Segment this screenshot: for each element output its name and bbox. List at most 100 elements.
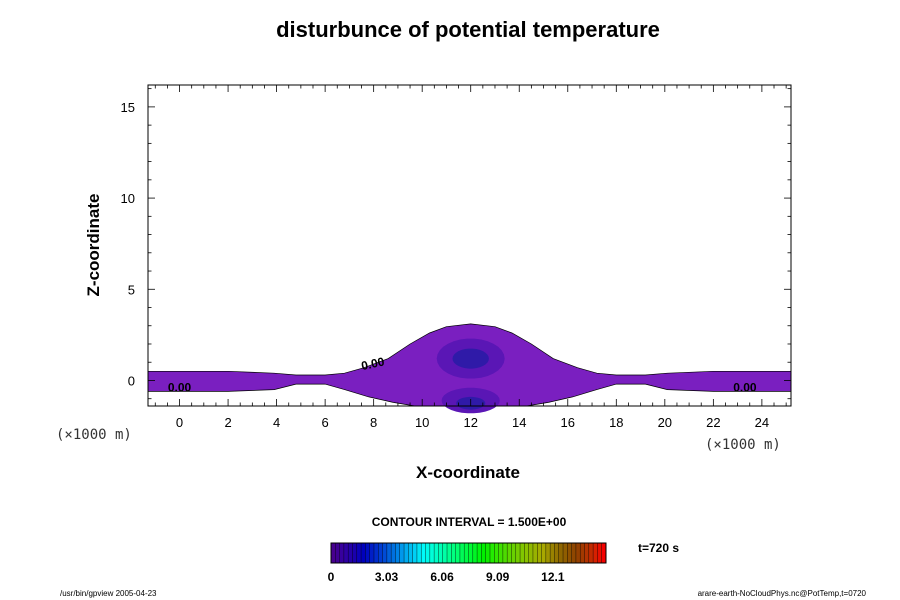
colorbar-band bbox=[554, 543, 560, 563]
contour-label: 0.00 bbox=[733, 380, 757, 394]
colorbar-band bbox=[541, 543, 547, 563]
colorbar-tick-label: 12.1 bbox=[541, 570, 565, 584]
colorbar-band bbox=[382, 543, 388, 563]
footer-right: arare-earth-NoCloudPhys.nc@PotTemp,t=072… bbox=[698, 589, 867, 598]
colorbar-band bbox=[520, 543, 525, 563]
colorbar-band bbox=[352, 543, 358, 563]
colorbar-band bbox=[447, 543, 452, 563]
colorbar-band bbox=[584, 543, 590, 563]
colorbar-band bbox=[485, 543, 491, 563]
colorbar-band bbox=[339, 543, 345, 563]
colorbar-tick-label: 6.06 bbox=[430, 570, 454, 584]
colorbar-band bbox=[498, 543, 504, 563]
colorbar-band bbox=[361, 543, 366, 563]
colorbar-band bbox=[335, 543, 340, 563]
colorbar-band bbox=[511, 543, 517, 563]
y-tick-label: 5 bbox=[128, 282, 135, 297]
contour-interval: CONTOUR INTERVAL = 1.500E+00 bbox=[372, 515, 567, 529]
colorbar-band bbox=[442, 543, 448, 563]
colorbar-band bbox=[408, 543, 413, 563]
y-tick-label: 10 bbox=[121, 191, 135, 206]
colorbar-band bbox=[601, 543, 607, 563]
x-tick-label: 24 bbox=[755, 415, 769, 430]
colorbar-band bbox=[489, 543, 495, 563]
colorbar-band bbox=[373, 543, 379, 563]
time-label: t=720 s bbox=[638, 541, 679, 555]
colorbar-band bbox=[575, 543, 581, 563]
x-tick-label: 12 bbox=[463, 415, 477, 430]
colorbar bbox=[330, 542, 607, 564]
x-tick-label: 4 bbox=[273, 415, 280, 430]
colorbar-band bbox=[545, 543, 551, 563]
colorbar-band bbox=[481, 543, 486, 563]
chart-title: disturbunce of potential temperature bbox=[276, 17, 660, 42]
colorbar-band bbox=[348, 543, 353, 563]
colorbar-band bbox=[537, 543, 542, 563]
colorbar-band bbox=[451, 543, 456, 563]
contour-label: 0.00 bbox=[168, 380, 192, 394]
colorbar-band bbox=[588, 543, 594, 563]
region-core-upper bbox=[452, 348, 489, 369]
colorbar-band bbox=[532, 543, 538, 563]
colorbar-band bbox=[558, 543, 564, 563]
colorbar-tick-label: 3.03 bbox=[375, 570, 399, 584]
colorbar-band bbox=[515, 543, 521, 563]
colorbar-band bbox=[455, 543, 461, 563]
colorbar-band bbox=[365, 543, 370, 563]
x-unit-right: (×1000 m) bbox=[705, 437, 781, 453]
x-tick-label: 20 bbox=[658, 415, 672, 430]
colorbar-band bbox=[369, 543, 375, 563]
y-axis-title: Z-coordinate bbox=[84, 194, 103, 297]
colorbar-band bbox=[421, 543, 426, 563]
colorbar-tick-label: 9.09 bbox=[486, 570, 510, 584]
colorbar-band bbox=[386, 543, 392, 563]
colorbar-band bbox=[378, 543, 383, 563]
colorbar-band bbox=[571, 543, 577, 563]
colorbar-frame bbox=[330, 542, 607, 564]
x-unit-left: (×1000 m) bbox=[56, 427, 132, 443]
colorbar-band bbox=[434, 543, 439, 563]
colorbar-band bbox=[343, 543, 349, 563]
y-tick-labels: 0 5 10 15 bbox=[121, 100, 135, 389]
x-tick-label: 6 bbox=[322, 415, 329, 430]
x-tick-label: 0 bbox=[176, 415, 183, 430]
axis-ticks bbox=[148, 85, 791, 406]
x-tick-label: 2 bbox=[224, 415, 231, 430]
x-tick-label: 18 bbox=[609, 415, 623, 430]
colorbar-band bbox=[464, 543, 469, 563]
x-tick-label: 16 bbox=[561, 415, 575, 430]
colorbar-band bbox=[567, 543, 572, 563]
colorbar-band bbox=[356, 543, 362, 563]
colorbar-band bbox=[438, 543, 444, 563]
plot-frame bbox=[147, 84, 792, 407]
colorbar-band bbox=[507, 543, 512, 563]
colorbar-band bbox=[412, 543, 418, 563]
colorbar-band bbox=[593, 543, 598, 563]
colorbar-band bbox=[502, 543, 508, 563]
colorbar-band bbox=[597, 543, 603, 563]
colorbar-band bbox=[477, 543, 482, 563]
colorbar-band bbox=[416, 543, 422, 563]
x-tick-label: 10 bbox=[415, 415, 429, 430]
colorbar-tick-labels: 0 3.03 6.06 9.09 12.1 bbox=[328, 570, 565, 584]
colorbar-band bbox=[331, 543, 336, 563]
contour-field bbox=[147, 323, 792, 414]
colorbar-band bbox=[391, 543, 396, 563]
colorbar-band bbox=[429, 543, 435, 563]
y-tick-label: 0 bbox=[128, 373, 135, 388]
x-tick-label: 14 bbox=[512, 415, 526, 430]
contour-labels: 0.00 0.00 0.00 bbox=[168, 354, 757, 394]
colorbar-band bbox=[580, 543, 585, 563]
colorbar-band bbox=[528, 543, 534, 563]
colorbar-band bbox=[395, 543, 401, 563]
y-tick-label: 15 bbox=[121, 100, 135, 115]
colorbar-band bbox=[404, 543, 409, 563]
colorbar-band bbox=[494, 543, 499, 563]
colorbar-band bbox=[468, 543, 474, 563]
colorbar-band bbox=[550, 543, 555, 563]
contour-label: 0.00 bbox=[360, 354, 386, 373]
colorbar-band bbox=[459, 543, 465, 563]
x-tick-label: 8 bbox=[370, 415, 377, 430]
colorbar-band bbox=[425, 543, 431, 563]
